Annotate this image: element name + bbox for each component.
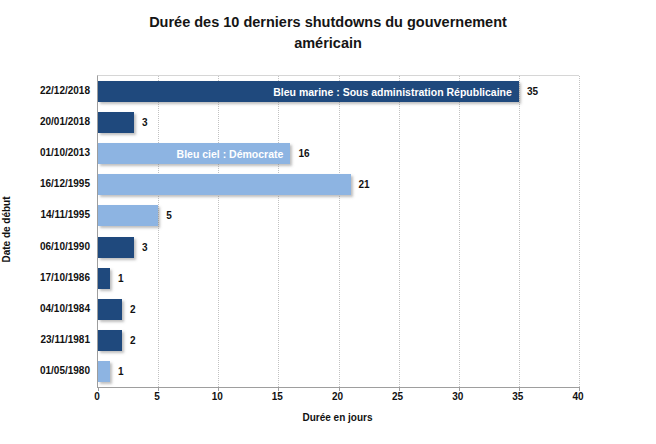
plot-area: Bleu marine : Sous administration Républ… — [97, 75, 579, 388]
category-label-04-10-1984: 04/10/1984 — [0, 293, 90, 324]
bar-04-10-1984 — [98, 299, 122, 320]
bar-20-01-2018 — [98, 112, 134, 133]
value-label-04-10-1984: 2 — [130, 299, 136, 320]
category-label-01-10-2013: 01/10/2013 — [0, 137, 90, 168]
x-tick-label-25: 25 — [378, 391, 418, 402]
x-tick-label-35: 35 — [498, 391, 538, 402]
category-label-17-10-1986: 17/10/1986 — [0, 262, 90, 293]
category-label-06-10-1990: 06/10/1990 — [0, 231, 90, 262]
value-label-17-10-1986: 1 — [118, 268, 124, 289]
x-tick-label-5: 5 — [137, 391, 177, 402]
gridline-x-20 — [339, 76, 340, 387]
chart-title-line1: Durée des 10 derniers shutdowns du gouve… — [0, 12, 656, 33]
value-label-23-11-1981: 2 — [130, 330, 136, 351]
value-label-22-12-2018: 35 — [527, 81, 538, 102]
value-label-06-10-1990: 3 — [142, 237, 148, 258]
bar-14-11-1995 — [98, 205, 158, 226]
value-label-01-05-1980: 1 — [118, 361, 124, 382]
bar-22-12-2018: Bleu marine : Sous administration Républ… — [98, 81, 519, 102]
x-axis-label: Durée en jours — [97, 412, 578, 423]
category-label-14-11-1995: 14/11/1995 — [0, 199, 90, 230]
category-label-23-11-1981: 23/11/1981 — [0, 324, 90, 355]
value-label-14-11-1995: 5 — [166, 205, 172, 226]
category-label-01-05-1980: 01/05/1980 — [0, 355, 90, 386]
category-label-16-12-1995: 16/12/1995 — [0, 168, 90, 199]
gridline-x-30 — [459, 76, 460, 387]
bar-17-10-1986 — [98, 268, 110, 289]
category-label-20-01-2018: 20/01/2018 — [0, 106, 90, 137]
bar-23-11-1981 — [98, 330, 122, 351]
gridline-x-25 — [399, 76, 400, 387]
bar-16-12-1995 — [98, 174, 351, 195]
bar-06-10-1990 — [98, 237, 134, 258]
shutdown-duration-chart: Durée des 10 derniers shutdowns du gouve… — [0, 0, 656, 444]
x-tick-label-0: 0 — [77, 391, 117, 402]
gridline-x-5 — [158, 76, 159, 387]
x-tick-label-10: 10 — [197, 391, 237, 402]
value-label-01-10-2013: 16 — [298, 143, 309, 164]
x-tick-label-20: 20 — [318, 391, 358, 402]
bar-01-10-2013: Bleu ciel : Démocrate — [98, 143, 290, 164]
gridline-x-15 — [278, 76, 279, 387]
value-label-20-01-2018: 3 — [142, 112, 148, 133]
x-tick-label-15: 15 — [257, 391, 297, 402]
chart-title-line2: américain — [0, 33, 656, 54]
chart-title: Durée des 10 derniers shutdowns du gouve… — [0, 12, 656, 54]
gridline-x-10 — [218, 76, 219, 387]
value-label-16-12-1995: 21 — [359, 174, 370, 195]
bar-01-05-1980 — [98, 361, 110, 382]
bar-legend-annotation: Bleu ciel : Démocrate — [177, 148, 291, 160]
x-tick-label-30: 30 — [438, 391, 478, 402]
category-label-22-12-2018: 22/12/2018 — [0, 75, 90, 106]
bar-legend-annotation: Bleu marine : Sous administration Républ… — [273, 86, 519, 98]
gridline-x-40 — [579, 76, 580, 387]
gridline-x-35 — [519, 76, 520, 387]
x-tick-label-40: 40 — [558, 391, 598, 402]
